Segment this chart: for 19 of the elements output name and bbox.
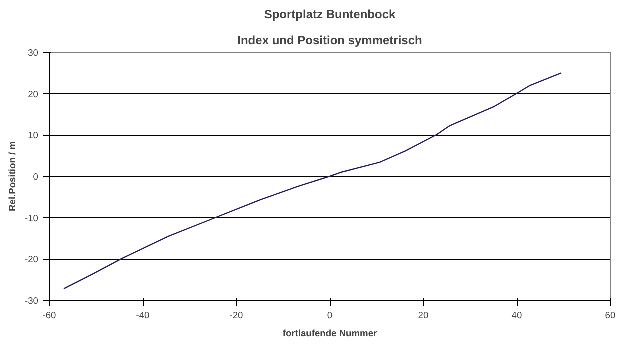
y-tick-label: 0 — [33, 172, 39, 182]
x-tick-label: 0 — [327, 310, 333, 320]
y-tick-label: -10 — [25, 213, 38, 224]
x-axis-title: fortlaufende Nummer — [282, 328, 378, 338]
y-tick-label: -30 — [25, 296, 38, 306]
y-tick-label: 10 — [28, 130, 39, 141]
line-series — [63, 72, 562, 290]
x-tick-label: 20 — [418, 310, 429, 320]
y-tick-label: 30 — [28, 48, 39, 58]
x-tick-label: 40 — [512, 310, 522, 320]
y-tick-label: -20 — [25, 254, 38, 265]
x-tick-label: -20 — [230, 310, 244, 320]
x-tick-label: -60 — [42, 310, 56, 320]
x-tick-label: -40 — [136, 310, 150, 320]
x-tick-label: 60 — [605, 310, 616, 320]
y-tick-label: 20 — [28, 89, 39, 100]
chart-title: Sportplatz Buntenbock — [264, 8, 396, 22]
chart-subtitle: Index und Position symmetrisch — [238, 34, 422, 48]
y-axis-title: Rel.Position / m — [8, 142, 18, 212]
